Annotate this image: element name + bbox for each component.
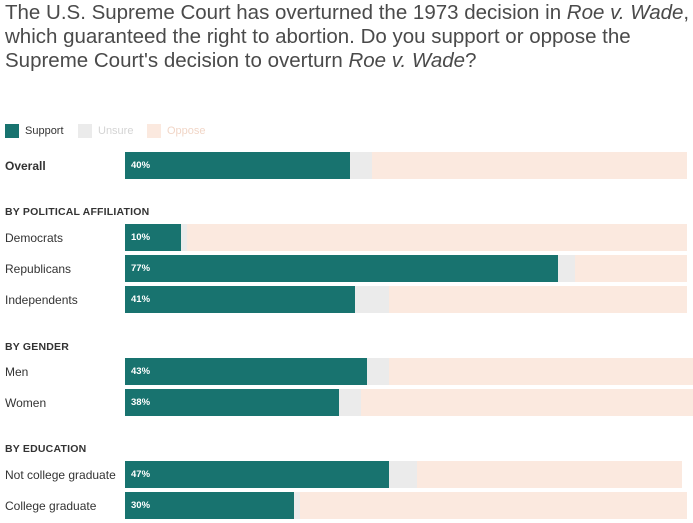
bar-segment-oppose — [389, 286, 687, 313]
legend-label-oppose: Oppose — [167, 125, 206, 137]
stacked-bar: 40% — [125, 152, 687, 179]
support-value-label: 43% — [131, 366, 151, 377]
support-value-label: 40% — [131, 160, 151, 171]
title-italic-1: Roe v. Wade — [566, 1, 684, 24]
bar-segment-oppose — [361, 389, 693, 416]
bar-segment-support — [125, 461, 389, 488]
bar-segment-unsure — [355, 286, 389, 313]
support-value-label: 38% — [131, 397, 151, 408]
bar-segment-oppose — [372, 152, 687, 179]
row-label: College graduate — [5, 499, 97, 513]
stacked-bar: 43% — [125, 358, 693, 385]
row-label: Not college graduate — [5, 468, 116, 482]
stacked-bar: 10% — [125, 224, 687, 251]
legend-label-support: Support — [25, 125, 64, 137]
chart-title: The U.S. Supreme Court has overturned th… — [5, 1, 690, 73]
support-value-label: 41% — [131, 294, 151, 305]
legend-label-unsure: Unsure — [98, 125, 134, 137]
section-heading: BY POLITICAL AFFILIATION — [5, 206, 150, 218]
bar-segment-oppose — [389, 358, 693, 385]
bar-segment-oppose — [187, 224, 687, 251]
bar-segment-support — [125, 389, 339, 416]
bar-segment-support — [125, 358, 367, 385]
bar-segment-support — [125, 286, 355, 313]
bar-segment-support — [125, 152, 350, 179]
stacked-bar: 41% — [125, 286, 687, 313]
bar-segment-support — [125, 492, 294, 519]
stacked-bar: 38% — [125, 389, 693, 416]
support-value-label: 10% — [131, 232, 151, 243]
bar-segment-unsure — [558, 255, 575, 282]
row-label: Democrats — [5, 231, 64, 245]
support-value-label: 47% — [131, 469, 151, 480]
section-heading: BY EDUCATION — [5, 443, 87, 455]
row-label: Overall — [5, 159, 46, 173]
legend-swatch-unsure — [78, 124, 92, 138]
row-label: Women — [5, 396, 47, 410]
bar-segment-oppose — [575, 255, 687, 282]
legend-swatch-support — [5, 124, 19, 138]
stacked-bar: 30% — [125, 492, 687, 519]
row-label: Men — [5, 365, 29, 379]
bar-segment-unsure — [389, 461, 417, 488]
legend-swatch-oppose — [147, 124, 161, 138]
bar-segment-oppose — [417, 461, 682, 488]
support-value-label: 77% — [131, 263, 151, 274]
bar-segment-unsure — [181, 224, 187, 251]
support-value-label: 30% — [131, 500, 151, 511]
title-text-2: , which guaranteed the right to abortion… — [5, 1, 690, 72]
title-italic-2: Roe v. Wade — [348, 49, 466, 72]
bar-segment-unsure — [294, 492, 300, 519]
title-text-3: ? — [465, 49, 477, 72]
bar-segment-support — [125, 255, 558, 282]
title-text-1: The U.S. Supreme Court has overturned th… — [5, 1, 567, 24]
bar-segment-unsure — [339, 389, 361, 416]
stacked-bar: 77% — [125, 255, 687, 282]
row-label: Independents — [5, 293, 78, 307]
stacked-bar: 47% — [125, 461, 682, 488]
bar-segment-unsure — [367, 358, 389, 385]
row-label: Republicans — [5, 262, 72, 276]
section-heading: BY GENDER — [5, 341, 70, 353]
bar-segment-oppose — [300, 492, 687, 519]
bar-segment-unsure — [350, 152, 372, 179]
bar-segment-support — [125, 224, 181, 251]
